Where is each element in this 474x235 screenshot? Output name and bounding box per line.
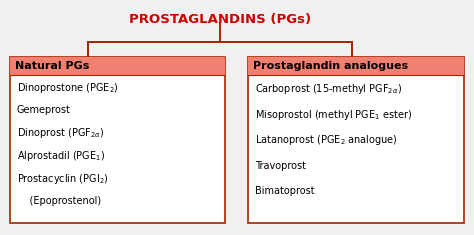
Bar [10,57,225,75]
Text: Bimatoprost: Bimatoprost [255,186,315,196]
Text: (Epoprostenol): (Epoprostenol) [17,196,101,206]
Text: Latanoprost (PGE$_2$ analogue): Latanoprost (PGE$_2$ analogue) [255,133,398,147]
Bar [248,57,464,75]
Text: Dinoprost (PGF$_{2\alpha}$): Dinoprost (PGF$_{2\alpha}$) [17,126,105,140]
Text: Gemeprost: Gemeprost [17,105,71,115]
Bar [248,57,464,223]
Text: Misoprostol (methyl PGE$_1$ ester): Misoprostol (methyl PGE$_1$ ester) [255,108,412,121]
Text: Natural PGs: Natural PGs [15,61,90,71]
Text: Prostacyclin (PGI$_2$): Prostacyclin (PGI$_2$) [17,172,109,186]
Text: Travoprost: Travoprost [255,161,306,171]
Text: Alprostadil (PGE$_1$): Alprostadil (PGE$_1$) [17,149,105,163]
Bar [10,57,225,223]
Text: Dinoprostone (PGE$_2$): Dinoprostone (PGE$_2$) [17,81,119,94]
Text: Carboprost (15-methyl PGF$_{2\alpha}$): Carboprost (15-methyl PGF$_{2\alpha}$) [255,82,402,96]
Text: PROSTAGLANDINS (PGs): PROSTAGLANDINS (PGs) [129,13,311,26]
Text: Prostaglandin analogues: Prostaglandin analogues [253,61,408,71]
